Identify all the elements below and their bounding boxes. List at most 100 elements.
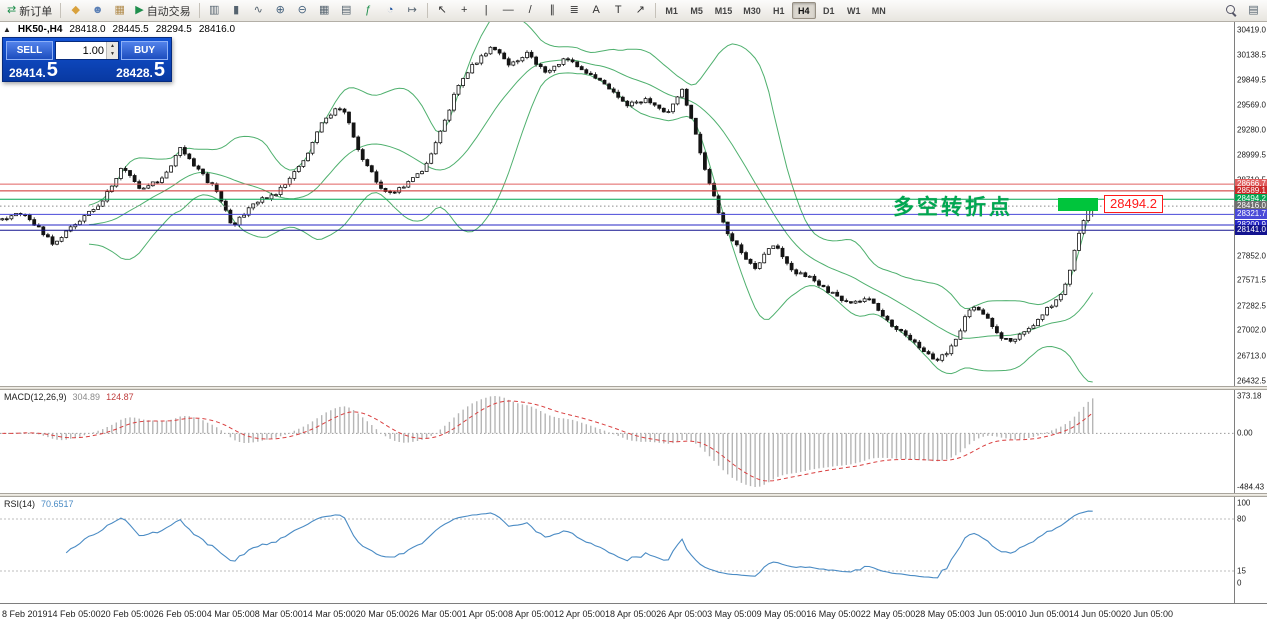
trendline-icon: / — [528, 4, 532, 16]
macd-axis[interactable]: 373.18 0.00 -484.43 — [1234, 390, 1267, 493]
metaeditor-icon-button[interactable]: ◆ — [65, 1, 86, 20]
volume-up-button[interactable]: ▲ — [107, 42, 118, 51]
zoom-out-icon: ⊖ — [297, 4, 307, 16]
autotrading-button[interactable]: ▶ 自动交易 — [131, 1, 194, 20]
macd-label: MACD(12,26,9) 304.89 124.87 — [4, 392, 134, 402]
timeframe-button-h1[interactable]: H1 — [767, 2, 791, 19]
bar-chart-icon-button[interactable]: ▥ — [204, 1, 225, 20]
toolbar-separator — [198, 3, 200, 18]
volume-input[interactable] — [56, 42, 106, 59]
rsi-axis-label: 15 — [1237, 566, 1246, 576]
journal-icon-button[interactable]: ▤ — [1243, 1, 1264, 20]
metaeditor-icon: ◆ — [71, 4, 80, 16]
timeframe-group: M1 M5 M15 M30 H1 H4 D1 W1 MN — [660, 2, 891, 19]
templates-icon: ▤ — [340, 4, 352, 16]
volume-down-button[interactable]: ▼ — [107, 50, 118, 59]
one-click-toggle-icon[interactable]: ▲ — [3, 25, 11, 34]
market-watch-icon: ☻ — [91, 4, 104, 16]
text-label-icon-button[interactable]: T — [608, 1, 629, 20]
price-axis-label: 29849.5 — [1237, 75, 1266, 85]
horizontal-line-icon-button[interactable]: — — [498, 1, 519, 20]
price-axis-label: 30138.5 — [1237, 50, 1266, 60]
timeframe-button-m15[interactable]: M15 — [710, 2, 738, 19]
navigator-window-icon-button[interactable]: ▦ — [109, 1, 130, 20]
timeframe-button-m1[interactable]: M1 — [660, 2, 684, 19]
text-icon-button[interactable]: A — [586, 1, 607, 20]
chart-shift-icon: ↦ — [407, 4, 417, 16]
price-tag: 28494.2 — [1235, 194, 1267, 205]
horizontal-line-icon: — — [502, 4, 514, 16]
new-order-button[interactable]: ⇄ 新订单 — [3, 1, 56, 20]
rsi-axis-label: 80 — [1237, 514, 1246, 524]
price-axis-label: 27282.5 — [1237, 301, 1266, 311]
timeframe-button-mn[interactable]: MN — [867, 2, 891, 19]
highlight-rectangle-object[interactable] — [1058, 198, 1098, 211]
price-axis-label: 26713.0 — [1237, 351, 1266, 361]
timeframe-button-m30[interactable]: M30 — [738, 2, 766, 19]
chart-shift-icon-button[interactable]: ↦ — [402, 1, 423, 20]
zoom-out-icon-button[interactable]: ⊖ — [292, 1, 313, 20]
window-splitter[interactable] — [0, 386, 1267, 390]
vertical-line-icon: | — [484, 4, 488, 16]
price-chart-canvas[interactable] — [0, 22, 1234, 386]
bar-chart-icon: ▥ — [208, 4, 220, 16]
time-axis[interactable]: 8 Feb 2019 14 Feb 05:00 20 Feb 05:00 26 Feb… — [0, 603, 1267, 625]
price-axis[interactable]: 30419.0 30138.5 29849.5 29569.0 29280.0 28999… — [1234, 22, 1267, 386]
timeframe-button-m5[interactable]: M5 — [685, 2, 709, 19]
rsi-axis[interactable]: 100 80 15 0 — [1234, 497, 1267, 603]
price-axis-label: 28999.5 — [1237, 150, 1266, 160]
equidistant-channel-icon-button[interactable]: ∥ — [542, 1, 563, 20]
line-chart-icon-button[interactable]: ∿ — [248, 1, 269, 20]
indicators-icon: ƒ — [365, 4, 372, 16]
time-label: 28 May 05:00 — [915, 609, 970, 619]
rsi-value: 70.6517 — [41, 499, 74, 509]
volume-spinner: ▲ ▼ — [106, 42, 118, 59]
zoom-in-icon-button[interactable]: ⊕ — [270, 1, 291, 20]
sell-button[interactable]: SELL — [6, 41, 53, 60]
ohlc-low: 28294.5 — [155, 24, 192, 35]
trendline-icon-button[interactable]: / — [520, 1, 541, 20]
timeframe-button-d1[interactable]: D1 — [817, 2, 841, 19]
chart-annotation-text[interactable]: 多空转折点 — [893, 195, 1013, 219]
new-order-label: 新订单 — [19, 5, 53, 18]
macd-axis-label: 373.18 — [1237, 391, 1262, 401]
vertical-line-icon-button[interactable]: | — [476, 1, 497, 20]
timeframe-button-h4[interactable]: H4 — [791, 2, 816, 19]
price-callout-label[interactable]: 28494.2 — [1104, 195, 1163, 213]
macd-canvas[interactable] — [0, 390, 1234, 493]
market-watch-icon-button[interactable]: ☻ — [87, 1, 108, 20]
time-label: 8 Apr 05:00 — [507, 609, 554, 619]
time-label: 4 Mar 05:00 — [206, 609, 255, 619]
arrows-icon-button[interactable]: ↗ — [630, 1, 651, 20]
timeframe-button-w1[interactable]: W1 — [842, 2, 866, 19]
crosshair-icon-button[interactable]: + — [454, 1, 475, 20]
price-axis-label: 29569.0 — [1237, 100, 1266, 110]
time-label: 8 Feb 2019 — [2, 609, 48, 619]
window-splitter[interactable] — [0, 493, 1267, 497]
rsi-canvas[interactable] — [0, 497, 1234, 603]
toolbar-separator — [60, 3, 62, 18]
bid-price: 28414. 5 — [9, 60, 58, 80]
time-label: 14 Mar 05:00 — [302, 609, 356, 619]
indicators-icon-button[interactable]: ƒ — [358, 1, 379, 20]
time-label: 26 Feb 05:00 — [153, 609, 207, 619]
tile-windows-icon-button[interactable]: ▦ — [314, 1, 335, 20]
time-label: 3 Jun 05:00 — [969, 609, 1017, 619]
one-click-trading-widget: SELL ▲ ▼ BUY 28414. 5 28428. 5 — [2, 37, 172, 82]
buy-button[interactable]: BUY — [121, 41, 168, 60]
time-label: 10 Jun 05:00 — [1016, 609, 1069, 619]
fibonacci-icon-button[interactable]: ≣ — [564, 1, 585, 20]
time-label: 8 Mar 05:00 — [254, 609, 303, 619]
period-clock-icon-button[interactable]: ◔ — [380, 1, 401, 20]
search-icon-button[interactable] — [1221, 1, 1242, 20]
ohlc-high: 28445.5 — [112, 24, 149, 35]
price-axis-label: 29280.0 — [1237, 125, 1266, 135]
price-tag: 28416.0 — [1235, 201, 1267, 212]
candlestick-chart-icon-button[interactable]: ▮ — [226, 1, 247, 20]
autotrading-label: 自动交易 — [146, 5, 191, 18]
time-label: 1 Apr 05:00 — [461, 609, 508, 619]
rsi-line — [65, 510, 1093, 579]
templates-icon-button[interactable]: ▤ — [336, 1, 357, 20]
time-label: 22 May 05:00 — [860, 609, 916, 619]
cursor-icon-button[interactable]: ↖ — [432, 1, 453, 20]
